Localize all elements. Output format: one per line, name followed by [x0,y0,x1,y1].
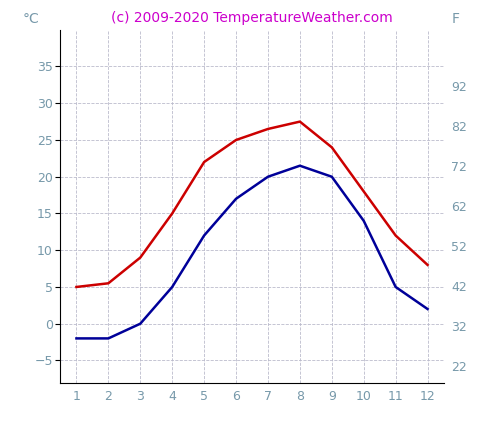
Text: F: F [451,12,459,26]
Text: (c) 2009-2020 TemperatureWeather.com: (c) 2009-2020 TemperatureWeather.com [111,11,393,25]
Text: °C: °C [22,12,39,26]
